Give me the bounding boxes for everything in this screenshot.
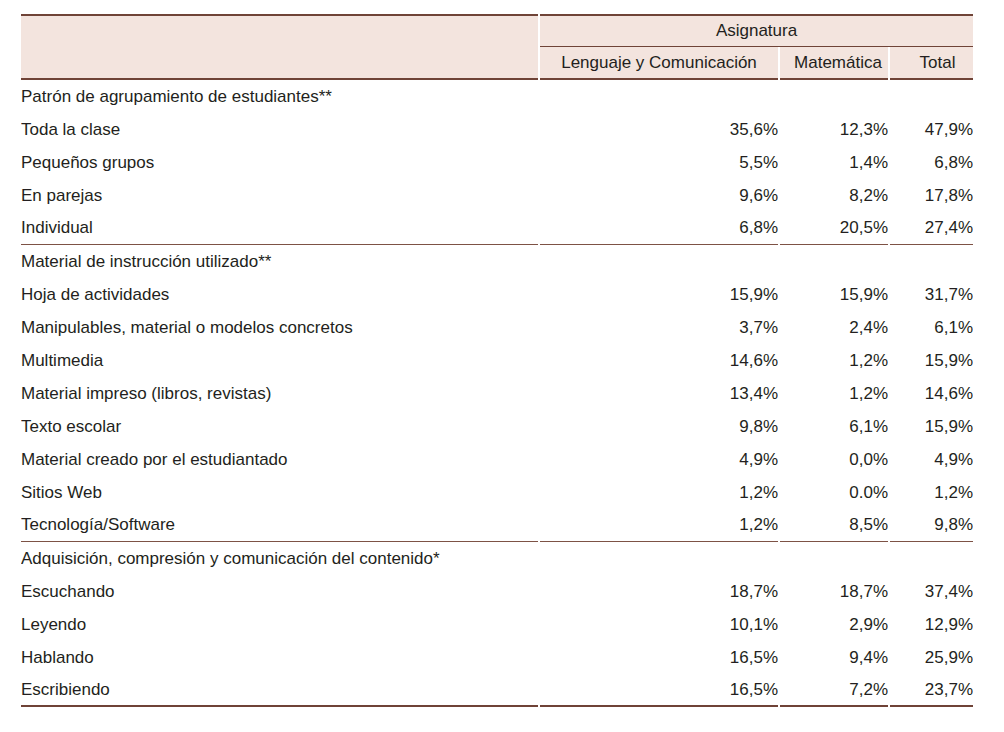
value-matematica: 12,3% bbox=[780, 113, 888, 146]
value-total: 6,8% bbox=[890, 146, 973, 179]
row-label: Toda la clase bbox=[21, 113, 538, 146]
header-blank-cell bbox=[21, 14, 538, 47]
row-label: En parejas bbox=[21, 179, 538, 212]
value-lenguaje: 18,7% bbox=[540, 575, 778, 608]
value-matematica: 8,5% bbox=[780, 509, 888, 542]
value-total: 1,2% bbox=[890, 476, 973, 509]
value-matematica: 15,9% bbox=[780, 278, 888, 311]
asignatura-stats-table: Asignatura Lenguaje y Comunicación Matem… bbox=[19, 14, 975, 707]
item-row: Leyendo 10,1% 2,9% 12,9% bbox=[21, 608, 973, 641]
item-row: Hablando 16,5% 9,4% 25,9% bbox=[21, 641, 973, 674]
row-label: Escribiendo bbox=[21, 674, 538, 707]
item-row: Texto escolar 9,8% 6,1% 15,9% bbox=[21, 410, 973, 443]
value-total: 27,4% bbox=[890, 212, 973, 245]
value-lenguaje: 4,9% bbox=[540, 443, 778, 476]
row-label: Sitios Web bbox=[21, 476, 538, 509]
value-lenguaje: 6,8% bbox=[540, 212, 778, 245]
item-row: Tecnología/Software 1,2% 8,5% 9,8% bbox=[21, 509, 973, 542]
value-lenguaje: 9,8% bbox=[540, 410, 778, 443]
value-total: 25,9% bbox=[890, 641, 973, 674]
value-lenguaje: 16,5% bbox=[540, 674, 778, 707]
value-total: 47,9% bbox=[890, 113, 973, 146]
row-label: Individual bbox=[21, 212, 538, 245]
value-total: 17,8% bbox=[890, 179, 973, 212]
row-label: Pequeños grupos bbox=[21, 146, 538, 179]
value-matematica: 0,0% bbox=[780, 443, 888, 476]
section-row: Adquisición, compresión y comunicación d… bbox=[21, 542, 973, 575]
value-matematica: 18,7% bbox=[780, 575, 888, 608]
value-lenguaje: 10,1% bbox=[540, 608, 778, 641]
item-row: Escuchando 18,7% 18,7% 37,4% bbox=[21, 575, 973, 608]
value-lenguaje: 15,9% bbox=[540, 278, 778, 311]
row-label: Escuchando bbox=[21, 575, 538, 608]
value-matematica: 8,2% bbox=[780, 179, 888, 212]
value-lenguaje: 1,2% bbox=[540, 476, 778, 509]
row-label: Texto escolar bbox=[21, 410, 538, 443]
section-title: Adquisición, compresión y comunicación d… bbox=[21, 542, 973, 575]
column-header-total: Total bbox=[890, 47, 973, 80]
value-lenguaje: 13,4% bbox=[540, 377, 778, 410]
value-total: 4,9% bbox=[890, 443, 973, 476]
section-row: Patrón de agrupamiento de estudiantes** bbox=[21, 80, 973, 113]
row-label: Material impreso (libros, revistas) bbox=[21, 377, 538, 410]
value-lenguaje: 14,6% bbox=[540, 344, 778, 377]
value-matematica: 0.0% bbox=[780, 476, 888, 509]
row-label: Material creado por el estudiantado bbox=[21, 443, 538, 476]
asignatura-group-header: Asignatura bbox=[540, 14, 973, 47]
row-label: Hablando bbox=[21, 641, 538, 674]
value-matematica: 2,9% bbox=[780, 608, 888, 641]
value-total: 37,4% bbox=[890, 575, 973, 608]
row-label: Manipulables, material o modelos concret… bbox=[21, 311, 538, 344]
value-total: 23,7% bbox=[890, 674, 973, 707]
item-row: Toda la clase 35,6% 12,3% 47,9% bbox=[21, 113, 973, 146]
item-row: Manipulables, material o modelos concret… bbox=[21, 311, 973, 344]
item-row: Multimedia 14,6% 1,2% 15,9% bbox=[21, 344, 973, 377]
value-total: 15,9% bbox=[890, 344, 973, 377]
section-title: Patrón de agrupamiento de estudiantes** bbox=[21, 80, 973, 113]
value-total: 9,8% bbox=[890, 509, 973, 542]
value-total: 12,9% bbox=[890, 608, 973, 641]
header-columns-row: Lenguaje y Comunicación Matemática Total bbox=[21, 47, 973, 80]
value-lenguaje: 16,5% bbox=[540, 641, 778, 674]
value-matematica: 2,4% bbox=[780, 311, 888, 344]
value-total: 15,9% bbox=[890, 410, 973, 443]
item-row: Hoja de actividades 15,9% 15,9% 31,7% bbox=[21, 278, 973, 311]
value-lenguaje: 3,7% bbox=[540, 311, 778, 344]
value-matematica: 1,2% bbox=[780, 377, 888, 410]
section-title: Material de instrucción utilizado** bbox=[21, 245, 973, 278]
row-label: Leyendo bbox=[21, 608, 538, 641]
value-lenguaje: 1,2% bbox=[540, 509, 778, 542]
item-row: Individual 6,8% 20,5% 27,4% bbox=[21, 212, 973, 245]
row-label: Tecnología/Software bbox=[21, 509, 538, 542]
header-blank-cell bbox=[21, 47, 538, 80]
value-matematica: 6,1% bbox=[780, 410, 888, 443]
value-matematica: 9,4% bbox=[780, 641, 888, 674]
row-label: Multimedia bbox=[21, 344, 538, 377]
row-label: Hoja de actividades bbox=[21, 278, 538, 311]
value-lenguaje: 5,5% bbox=[540, 146, 778, 179]
value-matematica: 1,2% bbox=[780, 344, 888, 377]
value-total: 31,7% bbox=[890, 278, 973, 311]
value-lenguaje: 9,6% bbox=[540, 179, 778, 212]
column-header-matematica: Matemática bbox=[780, 47, 888, 80]
table-figure: Asignatura Lenguaje y Comunicación Matem… bbox=[19, 14, 975, 707]
section-row: Material de instrucción utilizado** bbox=[21, 245, 973, 278]
value-total: 14,6% bbox=[890, 377, 973, 410]
value-matematica: 20,5% bbox=[780, 212, 888, 245]
item-row: En parejas 9,6% 8,2% 17,8% bbox=[21, 179, 973, 212]
item-row: Material creado por el estudiantado 4,9%… bbox=[21, 443, 973, 476]
header-group-row: Asignatura bbox=[21, 14, 973, 47]
value-matematica: 7,2% bbox=[780, 674, 888, 707]
item-row: Sitios Web 1,2% 0.0% 1,2% bbox=[21, 476, 973, 509]
item-row: Pequeños grupos 5,5% 1,4% 6,8% bbox=[21, 146, 973, 179]
value-total: 6,1% bbox=[890, 311, 973, 344]
item-row: Material impreso (libros, revistas) 13,4… bbox=[21, 377, 973, 410]
column-header-lenguaje: Lenguaje y Comunicación bbox=[540, 47, 778, 80]
item-row: Escribiendo 16,5% 7,2% 23,7% bbox=[21, 674, 973, 707]
value-lenguaje: 35,6% bbox=[540, 113, 778, 146]
value-matematica: 1,4% bbox=[780, 146, 888, 179]
